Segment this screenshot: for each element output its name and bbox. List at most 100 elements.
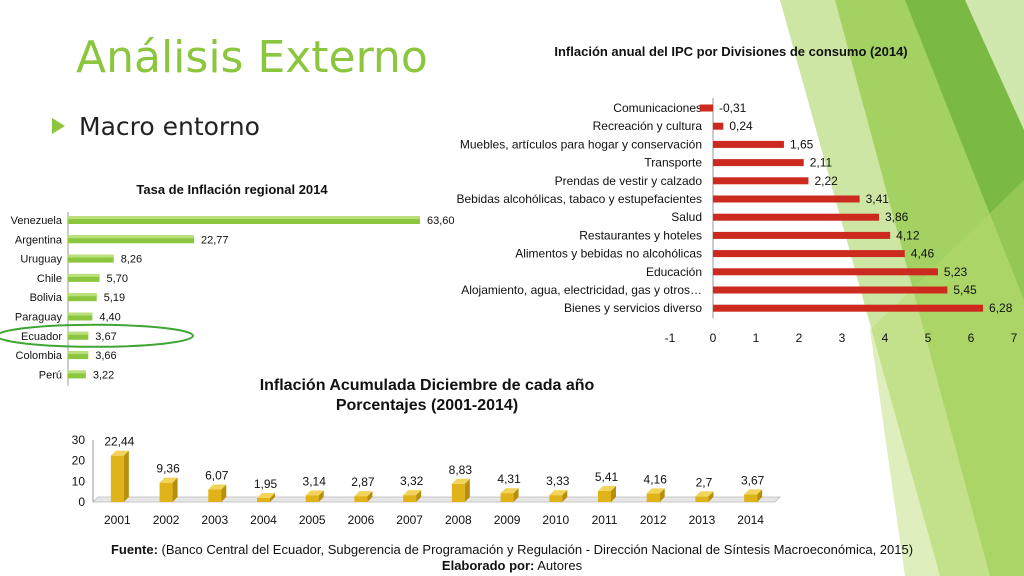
column-side: [464, 478, 470, 502]
category-label: Muebles, artículos para hogar y conserva…: [460, 137, 702, 151]
column-side: [318, 490, 324, 502]
column-side: [562, 490, 568, 502]
data-label: 2,11: [810, 156, 833, 170]
column-side: [416, 490, 422, 502]
column: [646, 493, 660, 502]
column: [695, 496, 709, 502]
bar: [68, 254, 114, 263]
data-label: 4,46: [911, 247, 935, 261]
ipc-divisions-chart: Inflación anual del IPC por Divisiones d…: [457, 44, 1018, 345]
y-tick-label: 0: [78, 495, 85, 509]
slide-title: Análisis Externo: [76, 32, 428, 83]
column: [500, 493, 514, 502]
data-label: 4,31: [497, 472, 521, 486]
column-top: [305, 490, 324, 496]
source-text: (Banco Central del Ecuador, Subgerencia …: [161, 542, 914, 557]
floor: [92, 496, 781, 503]
bar-highlight: [68, 312, 93, 316]
column: [208, 489, 222, 502]
category-label: Perú: [39, 369, 62, 381]
x-tick-label: 2007: [396, 513, 423, 527]
column-top: [208, 484, 227, 490]
column-top: [646, 488, 665, 494]
data-label: 1,95: [254, 477, 278, 491]
x-tick-label: 2008: [445, 513, 472, 527]
y-tick-label: 10: [72, 474, 86, 488]
column: [598, 490, 611, 502]
data-label: 3,66: [95, 350, 116, 362]
category-label: Alimentos y bebidas no alcohólicas: [515, 247, 702, 261]
column-side: [708, 491, 714, 502]
bar-highlight: [68, 370, 86, 374]
bar: [68, 370, 86, 379]
x-tick-label: 2012: [640, 513, 667, 527]
x-tick-label: 2002: [153, 513, 180, 527]
column-top: [500, 488, 519, 494]
data-label: 8,26: [121, 254, 142, 266]
column: [257, 497, 270, 502]
x-tick-label: 2011: [592, 513, 618, 527]
column-top: [598, 485, 616, 491]
data-label: 5,19: [104, 292, 125, 304]
cumulative-inflation-chart: Inflación Acumulada Diciembre de cada añ…: [72, 377, 781, 527]
column-top: [549, 490, 568, 496]
x-tick-label: 6: [968, 331, 975, 345]
x-tick-label: 2013: [689, 513, 716, 527]
data-label: 1,65: [790, 137, 814, 151]
column-side: [172, 477, 178, 502]
column-side: [611, 485, 616, 502]
chart-title: Inflación Acumulada Diciembre de cada añ…: [260, 377, 595, 394]
data-label: 6,07: [205, 468, 229, 482]
column: [744, 494, 758, 502]
column-top: [451, 478, 470, 484]
data-label: 5,23: [944, 265, 968, 279]
data-label: 3,32: [400, 474, 424, 488]
category-label: Chile: [37, 273, 62, 285]
data-label: 3,67: [741, 473, 765, 487]
data-label: 4,16: [644, 472, 668, 486]
category-label: Restaurantes y hoteles: [579, 228, 702, 242]
data-label: 4,40: [99, 312, 120, 324]
bar: [713, 177, 809, 185]
data-label: 22,44: [104, 435, 134, 449]
column: [110, 455, 124, 502]
x-tick-label: -1: [665, 331, 676, 345]
data-label: 3,86: [885, 210, 909, 224]
category-label: Salud: [671, 210, 702, 224]
column: [159, 482, 173, 502]
source-note: Fuente: (Banco Central del Ecuador, Subg…: [0, 542, 1024, 557]
bar: [713, 304, 984, 312]
category-label: Bebidas alcohólicas, tabaco y estupefaci…: [457, 192, 703, 206]
data-label: 3,14: [303, 475, 327, 489]
data-label: 22,77: [201, 234, 229, 246]
column-top: [257, 492, 275, 498]
data-label: 2,87: [351, 475, 375, 489]
bar: [68, 216, 420, 224]
category-label: Educación: [646, 265, 702, 279]
bar: [713, 159, 804, 167]
x-tick-label: 2004: [250, 513, 277, 527]
column-top: [744, 489, 763, 495]
chart-title: Inflación anual del IPC por Divisiones d…: [554, 44, 907, 59]
data-label: 0,24: [729, 119, 753, 133]
bar-highlight: [68, 254, 114, 258]
column-side: [270, 492, 275, 502]
bullet-text: Macro entorno: [79, 112, 260, 141]
bar: [68, 293, 97, 302]
x-tick-label: 2001: [104, 513, 131, 527]
column: [549, 495, 563, 502]
x-tick-label: 2010: [542, 513, 569, 527]
bar-highlight: [68, 293, 97, 297]
data-label: 3,67: [95, 331, 116, 343]
x-tick-label: 2: [796, 331, 803, 345]
column-top: [403, 490, 422, 496]
bar: [68, 351, 89, 360]
bar: [713, 122, 724, 130]
data-label: 3,22: [93, 369, 114, 381]
data-label: 5,41: [595, 470, 619, 484]
data-label: 3,33: [546, 474, 570, 488]
column-top: [354, 491, 373, 497]
x-tick-label: 3: [839, 331, 846, 345]
y-tick-label: 20: [72, 454, 86, 468]
x-tick-label: 2003: [201, 513, 228, 527]
